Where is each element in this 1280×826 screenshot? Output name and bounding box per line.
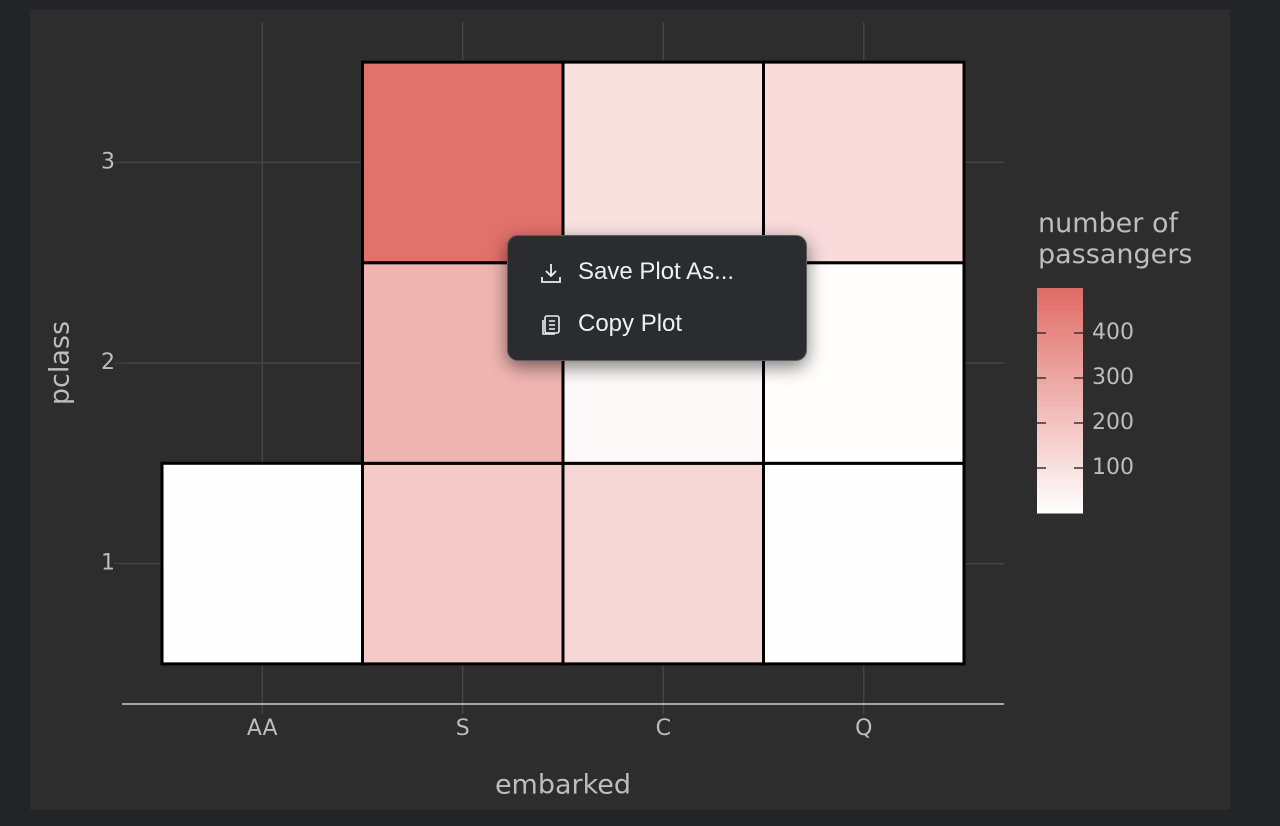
heatmap-cell [160, 461, 364, 666]
colorbar-label: 100 [1092, 455, 1134, 480]
colorbar-step [1037, 288, 1083, 295]
colorbar-step [1037, 366, 1083, 373]
colorbar-step [1037, 394, 1083, 401]
colorbar-step [1037, 451, 1083, 458]
colorbar-step [1037, 333, 1083, 340]
colorbar-step [1037, 434, 1083, 441]
colorbar-step [1037, 310, 1083, 317]
x-tick-label: C [656, 716, 671, 741]
menu-item[interactable]: Copy Plot [578, 310, 683, 337]
copy-icon [542, 315, 560, 335]
heatmap-cell [361, 60, 565, 265]
colorbar-step [1037, 355, 1083, 362]
colorbar-step [1037, 344, 1083, 351]
colorbar-step [1037, 417, 1083, 424]
colorbar-step [1037, 321, 1083, 328]
y-axis-title: pclass [45, 321, 76, 405]
colorbar-step [1037, 361, 1083, 368]
colorbar-step [1037, 501, 1083, 508]
colorbar-step [1037, 479, 1083, 486]
x-tick-label: AA [247, 716, 278, 741]
colorbar-step [1037, 372, 1083, 379]
colorbar-step [1037, 411, 1083, 418]
colorbar-step [1037, 338, 1083, 345]
x-tick-label: S [456, 716, 470, 741]
heatmap-cell [762, 461, 966, 666]
heatmap-cell [561, 461, 765, 666]
colorbar-step [1037, 304, 1083, 311]
colorbar-step [1037, 378, 1083, 385]
colorbar-step [1037, 496, 1083, 503]
x-tick-label: Q [855, 716, 872, 741]
menu-item[interactable]: Save Plot As... [578, 258, 735, 285]
colorbar-step [1037, 456, 1083, 463]
legend-title: number of passangers [1038, 208, 1193, 270]
colorbar-step [1037, 423, 1083, 430]
context-menu: Save Plot As... Copy Plot [507, 235, 807, 361]
colorbar-step [1037, 383, 1083, 390]
heatmap-cell [361, 461, 565, 666]
colorbar-label: 300 [1092, 365, 1134, 390]
colorbar-label: 200 [1092, 410, 1134, 435]
colorbar-step [1037, 316, 1083, 323]
heatmap-cell [561, 60, 765, 265]
y-tick-label: 2 [101, 350, 115, 375]
colorbar-step [1037, 439, 1083, 446]
colorbar-step [1037, 507, 1083, 514]
colorbar-step [1037, 389, 1083, 396]
colorbar-step [1037, 473, 1083, 480]
colorbar-step [1037, 400, 1083, 407]
download-icon [541, 264, 561, 283]
colorbar-step [1037, 428, 1083, 435]
colorbar-step [1037, 299, 1083, 306]
heatmap-cell [762, 60, 966, 265]
colorbar-step [1037, 406, 1083, 413]
colorbar-step [1037, 468, 1083, 475]
colorbar-step [1037, 445, 1083, 452]
colorbar-label: 400 [1092, 320, 1134, 345]
y-tick-label: 3 [101, 149, 115, 174]
colorbar-step [1037, 484, 1083, 491]
colorbar-step [1037, 349, 1083, 356]
colorbar-step [1037, 327, 1083, 334]
colorbar-step [1037, 293, 1083, 300]
y-tick-label: 1 [101, 551, 115, 576]
x-axis-title: embarked [495, 770, 631, 801]
colorbar-step [1037, 462, 1083, 469]
colorbar-step [1037, 490, 1083, 497]
